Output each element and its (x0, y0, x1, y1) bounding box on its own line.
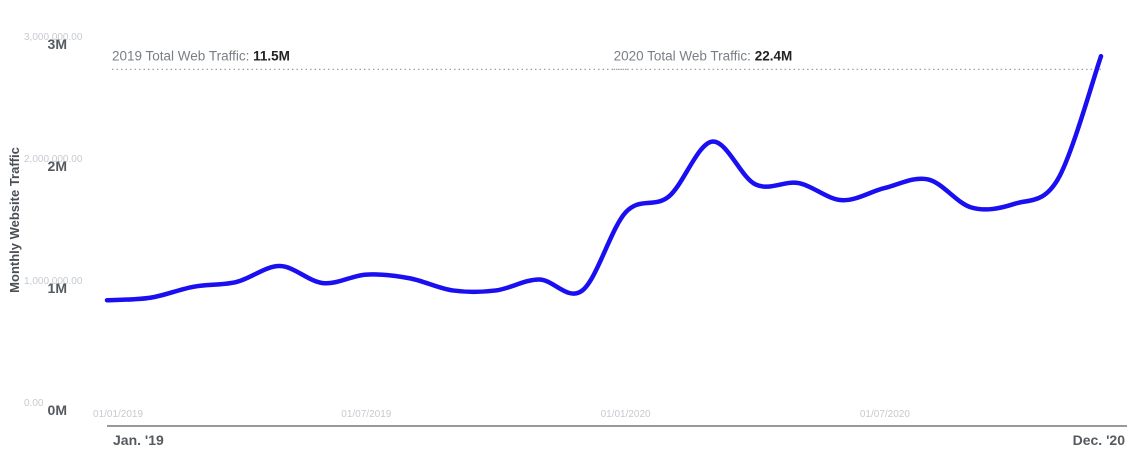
y-ghost-label: 1,000,000.00 (24, 276, 83, 287)
data-point (321, 281, 326, 286)
data-point (666, 194, 671, 199)
data-point (105, 298, 109, 303)
x-ghost-label: 01/01/2020 (601, 409, 651, 420)
annotation-value: 11.5M (253, 48, 290, 63)
data-point (277, 264, 282, 269)
data-point (882, 185, 887, 190)
y-axis: 0M 1M 2M 3M (48, 36, 67, 418)
x-axis: Jan. '19 Dec. '20 (113, 432, 1125, 448)
annotation-label: 2019 Total Web Traffic: 11.5M (112, 48, 290, 63)
data-point (1012, 201, 1017, 206)
series-layer (104, 53, 1104, 303)
data-point (580, 288, 585, 293)
series-line (104, 53, 1104, 303)
y-tick-label: 0M (48, 402, 67, 418)
data-point (1099, 54, 1103, 59)
annotation-text: 2020 Total Web Traffic: (614, 48, 755, 63)
data-point (623, 210, 628, 215)
x-tick-label: Dec. '20 (1073, 432, 1126, 448)
data-point (796, 181, 801, 186)
data-point (450, 288, 455, 293)
annotation-label: 2020 Total Web Traffic: 22.4M (614, 48, 793, 63)
data-point (839, 198, 844, 203)
x-ghost-label: 01/07/2020 (860, 409, 910, 420)
data-point (537, 277, 542, 282)
data-point (364, 272, 369, 277)
y-axis-label: Monthly Website Traffic (7, 147, 22, 293)
annotations: 2019 Total Web Traffic: 11.5M 2020 Total … (112, 48, 1101, 71)
x-ghost-label: 01/01/2019 (93, 409, 143, 420)
y-tick-label: 1M (48, 280, 67, 296)
y-ghost-label: 0.00 (24, 398, 44, 409)
annotation-text: 2019 Total Web Traffic: (112, 48, 253, 63)
data-point (710, 139, 715, 144)
data-point (753, 182, 758, 187)
x-tick-label: Jan. '19 (113, 432, 164, 448)
data-point (191, 284, 196, 289)
data-point (969, 205, 974, 210)
data-point (148, 295, 153, 300)
data-point (493, 288, 498, 293)
x-ghost-label: 01/07/2019 (341, 409, 391, 420)
data-point (407, 276, 412, 281)
y-ghost-label: 3,000,000.00 (24, 32, 83, 43)
data-point (926, 177, 931, 182)
y-tick-label: 3M (48, 36, 67, 52)
y-tick-label: 2M (48, 158, 67, 174)
y-ghost-label: 2,000,000.00 (24, 154, 83, 165)
annotation-value: 22.4M (755, 48, 793, 63)
data-point (1055, 177, 1060, 182)
ghost-labels: 0.00 1,000,000.00 2,000,000.00 3,000,000.00… (24, 32, 910, 420)
data-point (234, 279, 239, 284)
